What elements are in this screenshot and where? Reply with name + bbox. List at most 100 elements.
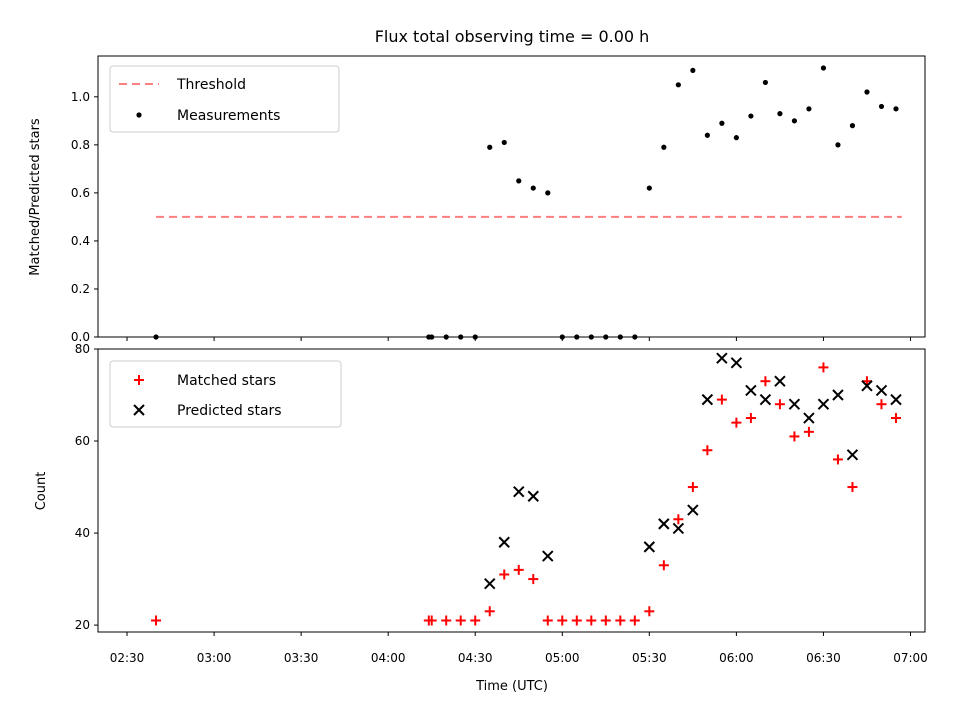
top-y-tick-label: 0.0 <box>71 330 90 344</box>
matched-star-point <box>426 615 437 626</box>
measurement-point <box>733 135 739 141</box>
predicted-star-point <box>846 449 859 461</box>
matched-star-point <box>542 615 553 626</box>
matched-star-point <box>847 482 858 493</box>
predicted-star-point <box>745 384 757 397</box>
predicted-star-point-b <box>498 536 510 548</box>
matched-star-point <box>890 413 901 424</box>
measurement-point <box>893 106 899 112</box>
measurement-point <box>559 334 565 340</box>
predicted-star-point-b <box>788 398 801 410</box>
predicted-star-point <box>484 577 496 590</box>
predicted-star-point <box>716 352 728 364</box>
measurement-point <box>864 89 870 95</box>
bottom-y-axis: 20 40 60 80 <box>75 342 98 632</box>
predicted-star-point <box>498 536 510 548</box>
measurement-point <box>835 142 841 148</box>
predicted-star-point-b <box>672 522 685 535</box>
predicted-star-point <box>687 504 699 516</box>
predicted-star-point <box>643 541 656 553</box>
predicted-star-point <box>542 550 554 562</box>
top-x-ticks <box>126 337 911 341</box>
predicted-star-point <box>672 522 685 535</box>
matched-star-point <box>789 431 800 442</box>
predicted-star-point-b <box>832 389 844 401</box>
measurement-point <box>603 334 609 340</box>
measurement-point <box>458 334 464 340</box>
predicted-star-point-b <box>730 357 743 369</box>
bottom-y-tick-label: 60 <box>75 434 90 448</box>
predicted-star-point-b <box>875 384 888 397</box>
predicted-star-point <box>730 357 743 369</box>
x-tick-label: 03:00 <box>197 651 232 665</box>
bottom-y-tick-label: 20 <box>75 618 90 632</box>
legend-threshold-label: Threshold <box>176 77 246 93</box>
top-y-tick-label: 0.6 <box>71 186 90 200</box>
predicted-star-point <box>788 398 801 410</box>
matched-star-point <box>774 399 785 410</box>
legend-matched-swatch <box>134 375 144 385</box>
bottom-y-tick-label: 40 <box>75 526 90 540</box>
matched-star-point <box>151 615 162 626</box>
top-y-axis: 0.0 0.2 0.4 0.6 0.8 1.0 <box>71 90 98 344</box>
x-axis-label: Time (UTC) <box>475 679 548 694</box>
predicted-star-point-b <box>658 518 670 530</box>
x-tick-label: 04:00 <box>371 651 406 665</box>
x-tick-label: 05:30 <box>632 651 667 665</box>
bottom-y-tick-label: 80 <box>75 342 90 356</box>
measurement-point <box>820 65 827 71</box>
top-y-tick-label: 0.2 <box>71 282 90 296</box>
legend-predicted-swatch <box>133 404 145 416</box>
predicted-star-point <box>658 518 670 530</box>
top-y-tick-label: 0.8 <box>71 138 90 152</box>
bottom-axes-frame <box>97 348 926 633</box>
measurement-point <box>516 178 522 184</box>
x-tick-label: 07:00 <box>893 651 928 665</box>
chart-title: Flux total observing time = 0.00 h <box>375 27 650 46</box>
measurement-point <box>849 123 856 129</box>
matched-star-point <box>484 606 495 617</box>
predicted-star-point-b <box>513 485 525 498</box>
matched-star-point <box>673 514 684 525</box>
top-y-tick-label: 0.4 <box>71 234 90 248</box>
measurement-point <box>675 82 681 88</box>
matched-star-point <box>731 417 742 428</box>
bottom-y-axis-label: Count <box>34 472 49 511</box>
matched-star-point <box>658 560 669 571</box>
matched-star-point <box>499 569 510 580</box>
measurements-series <box>153 65 899 340</box>
matched-star-point <box>455 615 466 626</box>
matched-star-point <box>528 574 539 585</box>
predicted-star-point-b <box>846 449 859 461</box>
top-legend: Threshold Measurements <box>109 65 340 133</box>
legend-predicted-label: Predicted stars <box>177 403 282 419</box>
x-tick-label: 06:00 <box>719 651 754 665</box>
predicted-star-point-b <box>817 398 830 410</box>
legend-predicted-swatch-b <box>133 404 145 416</box>
x-tick-label: 05:00 <box>545 651 580 665</box>
top-legend-box <box>109 65 340 133</box>
matched-stars-series <box>151 362 901 626</box>
measurement-point <box>762 79 769 86</box>
matched-star-point <box>470 615 481 626</box>
matched-star-point <box>716 394 727 405</box>
matched-star-point <box>745 413 756 424</box>
predicted-star-point-b <box>774 375 786 387</box>
measurement-point <box>704 132 710 138</box>
predicted-star-point-b <box>484 577 496 590</box>
measurement-point <box>719 120 725 126</box>
measurement-point <box>443 334 449 340</box>
predicted-stars-series <box>484 352 902 590</box>
top-y-axis-label: Matched/Predicted stars <box>28 118 43 276</box>
measurement-point <box>806 106 812 112</box>
matched-star-point <box>876 399 887 410</box>
measurement-point <box>661 144 667 150</box>
measurement-point <box>429 334 435 340</box>
measurement-point <box>777 111 783 117</box>
predicted-star-point-b <box>643 541 656 553</box>
predicted-star-point <box>861 380 873 392</box>
top-panel: 0.0 0.2 0.4 0.6 0.8 1.0 Matched/Predicted sta… <box>28 55 926 344</box>
predicted-star-point-b <box>687 504 699 516</box>
